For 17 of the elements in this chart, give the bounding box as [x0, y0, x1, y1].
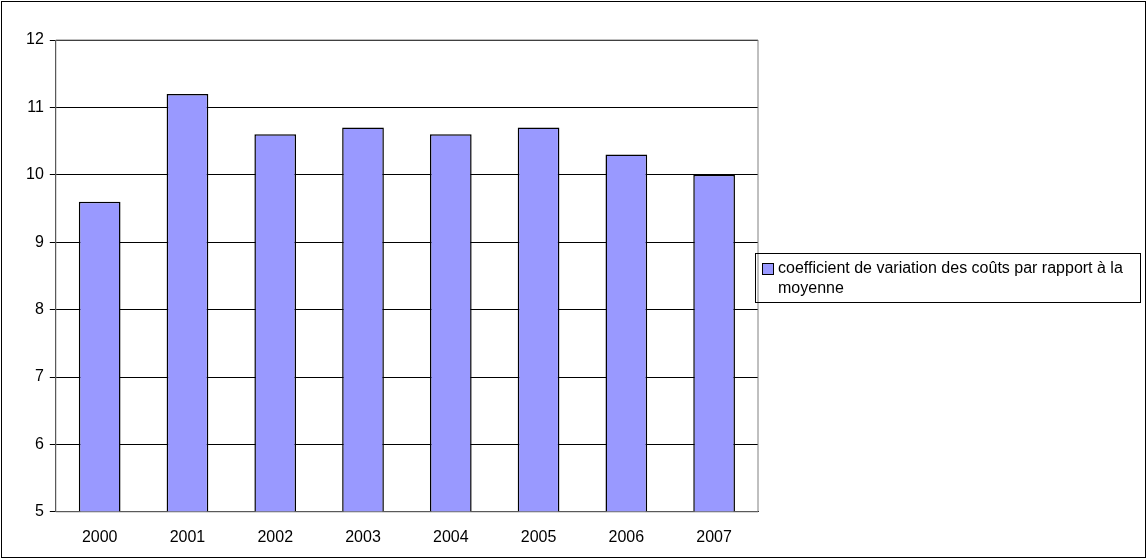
- x-tick-label: 2003: [345, 527, 381, 545]
- y-tick-label: 9: [34, 232, 44, 250]
- x-tick-label: 2007: [696, 527, 733, 545]
- y-tick-label: 10: [26, 165, 44, 183]
- legend-label: coefficient de variation des coûts par rapport à la moyenne: [778, 258, 1124, 298]
- x-tick-label: 2000: [81, 527, 118, 545]
- y-tick-label: 5: [34, 502, 44, 520]
- y-tick-label: 7: [34, 367, 44, 385]
- x-tick-label: 2004: [432, 527, 469, 545]
- y-tick-label: 6: [34, 434, 44, 452]
- y-tick-label: 11: [27, 97, 44, 115]
- y-tick-label: 8: [34, 300, 44, 318]
- x-tick-label: 2001: [169, 527, 206, 545]
- x-tick-label: 2006: [608, 527, 645, 545]
- x-tick-label: 2005: [520, 527, 557, 545]
- y-tick-label: 12: [26, 30, 44, 48]
- x-tick-label: 2002: [257, 527, 294, 545]
